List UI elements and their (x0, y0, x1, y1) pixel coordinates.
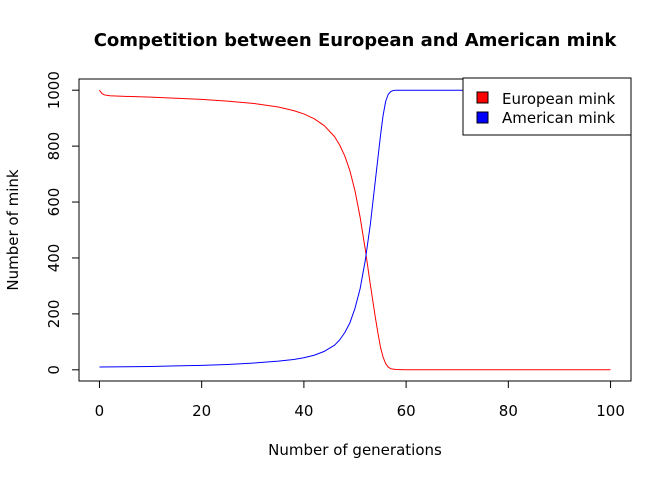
y-tick-label: 1000 (45, 71, 63, 109)
x-tick-label: 20 (192, 402, 211, 420)
y-tick-label: 600 (45, 188, 63, 217)
x-tick-label: 100 (596, 402, 625, 420)
series-layer (99, 89, 611, 371)
legend: European mink American mink (462, 77, 632, 136)
x-tick-label: 40 (294, 402, 313, 420)
x-axis-label: Number of generations (268, 441, 442, 459)
series-line-european-mink (99, 89, 611, 371)
y-tick-label: 400 (45, 244, 63, 273)
y-axis: 0 200 400 600 800 1000 (45, 71, 80, 375)
y-tick-label: 0 (45, 365, 63, 375)
x-axis: 0 20 40 60 80 100 (95, 380, 625, 420)
y-tick-label: 200 (45, 300, 63, 329)
legend-label-european-mink: European mink (502, 90, 616, 108)
x-tick-label: 0 (95, 402, 105, 420)
legend-box (462, 77, 632, 136)
series-line-american-mink (99, 89, 611, 368)
y-axis-label: Number of mink (4, 169, 22, 291)
legend-label-american-mink: American mink (502, 109, 615, 127)
legend-swatch-european-mink (476, 91, 489, 104)
x-tick-label: 80 (499, 402, 518, 420)
chart-title: Competition between European and America… (94, 30, 618, 51)
y-tick-label: 800 (45, 132, 63, 161)
x-tick-label: 60 (397, 402, 416, 420)
legend-swatch-american-mink (476, 111, 489, 124)
